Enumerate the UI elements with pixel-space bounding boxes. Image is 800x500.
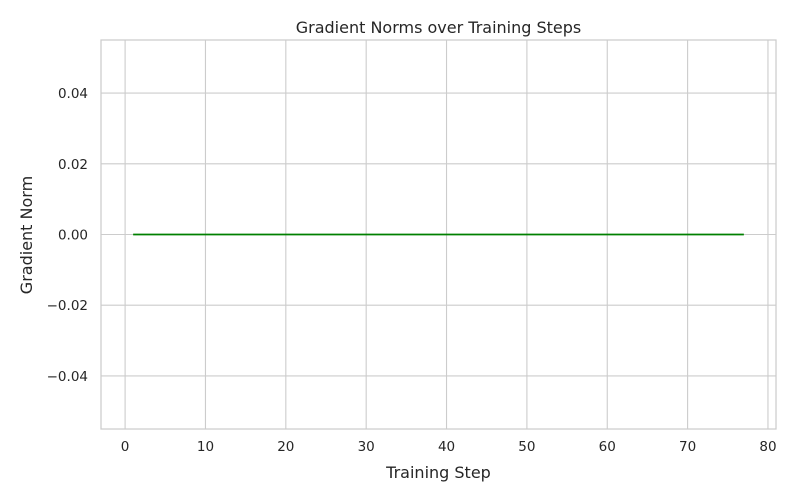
plot-area-frame <box>100 39 777 430</box>
x-tick-label: 70 <box>679 439 696 455</box>
x-tick-label: 80 <box>759 439 776 455</box>
chart-title: Gradient Norms over Training Steps <box>296 18 582 37</box>
x-tick-label: 30 <box>358 439 375 455</box>
x-tick-label: 50 <box>518 439 535 455</box>
x-tick-label: 20 <box>277 439 294 455</box>
y-tick-label: −0.02 <box>47 298 88 314</box>
y-tick-label: 0.04 <box>58 86 88 102</box>
y-axis-label: Gradient Norm <box>17 176 36 294</box>
x-tick-label: 0 <box>121 439 130 455</box>
x-tick-labels: 0 10 20 30 40 50 60 70 80 <box>121 439 777 455</box>
y-tick-label: 0.00 <box>58 228 88 244</box>
x-tick-label: 40 <box>438 439 455 455</box>
y-tick-label: −0.04 <box>47 369 88 385</box>
x-tick-label: 10 <box>197 439 214 455</box>
y-tick-labels: −0.04 −0.02 0.00 0.02 0.04 <box>47 86 88 385</box>
x-axis-label: Training Step <box>385 463 491 482</box>
y-tick-label: 0.02 <box>58 157 88 173</box>
x-tick-label: 60 <box>599 439 616 455</box>
